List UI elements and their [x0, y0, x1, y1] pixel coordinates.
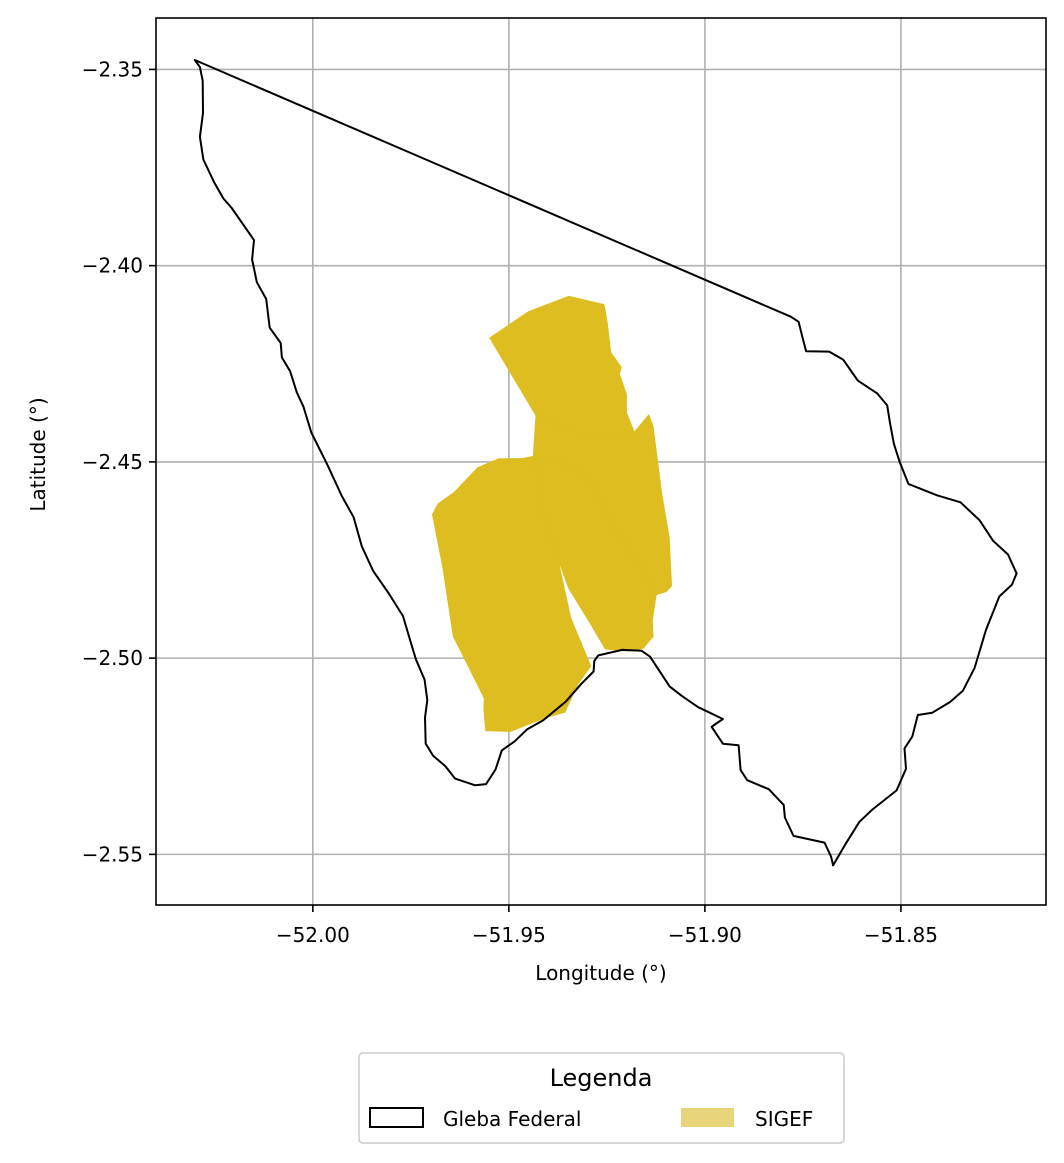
y-tick-label: −2.40 — [82, 254, 143, 278]
y-tick-label: −2.45 — [82, 450, 143, 474]
legend-label-sigef: SIGEF — [755, 1107, 813, 1131]
x-tick-label: −51.85 — [864, 923, 938, 947]
y-tick-label: −2.50 — [82, 646, 143, 670]
x-tick-label: −51.90 — [668, 923, 742, 947]
sigef-parcel-3 — [431, 455, 592, 732]
axis-ticks: −52.00 −51.95 −51.90 −51.85 −2.35 −2.40 −2.45 −… — [82, 57, 938, 947]
sigef-parcel-2 — [532, 455, 657, 652]
y-tick-label: −2.35 — [82, 57, 143, 81]
legend-swatch-gleba-federal — [369, 1107, 424, 1128]
legend: Legenda Gleba Federal SIGEF — [358, 1052, 845, 1144]
gleba-federal-boundary — [193, 59, 1018, 867]
legend-swatch-sigef — [681, 1108, 734, 1127]
map-layers — [193, 59, 1018, 867]
layer-gleba-federal — [193, 59, 1018, 867]
legend-title: Legenda — [550, 1064, 653, 1092]
x-axis-label: Longitude (°) — [535, 961, 666, 985]
legend-label-gleba-federal: Gleba Federal — [443, 1107, 581, 1131]
x-tick-label: −52.00 — [276, 923, 350, 947]
x-tick-label: −51.95 — [472, 923, 546, 947]
y-tick-label: −2.55 — [82, 842, 143, 866]
layer-sigef — [431, 295, 672, 732]
y-axis-label: Latitude (°) — [26, 397, 50, 511]
